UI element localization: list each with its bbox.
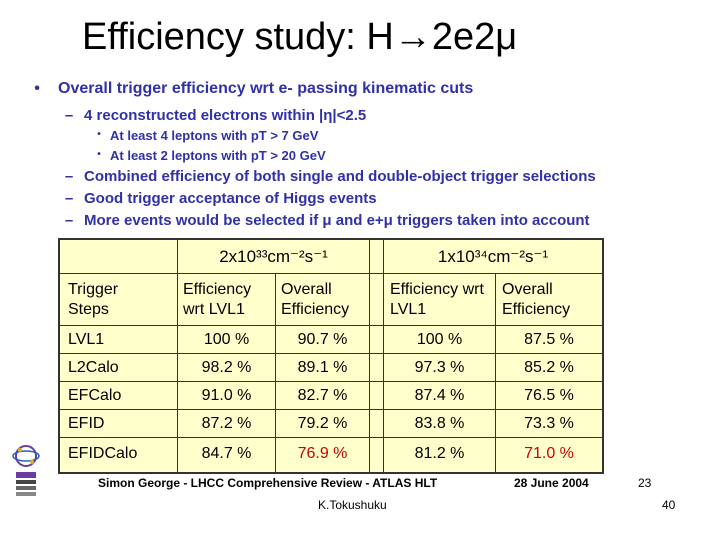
row-step: LVL1 (60, 326, 178, 354)
page-number: 40 (662, 498, 676, 512)
row-value: 82.7 % (276, 382, 370, 410)
bullet-item: • Overall trigger efficiency wrt e- pass… (34, 80, 474, 98)
row-step: EFID (60, 410, 178, 438)
row-value: 90.7 % (276, 326, 370, 354)
bullet-text: At least 2 leptons with pT > 20 GeV (110, 148, 326, 163)
table-spacer (370, 382, 384, 410)
footer-inner-page: 23 (638, 476, 652, 490)
experiment-logo (10, 440, 42, 500)
col-header-eff-lvl1: Efficiency wrt LVL1 (178, 274, 276, 326)
row-value: 79.2 % (276, 410, 370, 438)
row-value-highlight: 76.9 % (276, 438, 370, 472)
row-value: 81.2 % (384, 438, 496, 472)
bullet-text: 4 reconstructed electrons within |η|<2.5 (84, 107, 367, 124)
table-spacer (370, 326, 384, 354)
bullet-item: • At least 2 leptons with pT > 20 GeV (97, 148, 326, 163)
bullet-item: – More events would be selected if μ and… (65, 212, 590, 229)
lumi-low-header: 2x10³³cm⁻²s⁻¹ (178, 240, 370, 274)
row-value: 76.5 % (496, 382, 602, 410)
table-spacer (370, 410, 384, 438)
row-value: 100 % (384, 326, 496, 354)
row-value: 83.8 % (384, 410, 496, 438)
row-value-highlight: 71.0 % (524, 445, 574, 462)
row-value: 91.0 % (178, 382, 276, 410)
bullet-marker: – (64, 190, 74, 207)
bullet-item: – Good trigger acceptance of Higgs event… (65, 190, 377, 207)
bullet-marker: • (97, 149, 101, 160)
row-value: 89.1 % (276, 354, 370, 382)
row-value: 100 % (178, 326, 276, 354)
table-spacer (370, 354, 384, 382)
footer-author: K.Tokushuku (318, 498, 387, 512)
bullet-marker: • (34, 80, 40, 97)
bullet-text: At least 4 leptons with pT > 7 GeV (110, 128, 319, 143)
bullet-marker: – (64, 168, 74, 185)
lumi-high-header: 1x10³⁴cm⁻²s⁻¹ (384, 240, 602, 274)
bullet-text: Combined efficiency of both single and d… (84, 168, 596, 185)
bullet-marker: – (64, 212, 74, 229)
row-value: 98.2 % (178, 354, 276, 382)
slide-title: Efficiency study: H→2e2μ (82, 16, 518, 58)
footer-date: 28 June 2004 (514, 476, 589, 490)
table-spacer (370, 438, 384, 472)
table-corner-cell (60, 240, 178, 274)
row-value: 87.2 % (178, 410, 276, 438)
row-value: 84.7 % (178, 438, 276, 472)
col-header-steps: Trigger Steps (60, 274, 178, 326)
col-header-overall: Overall Efficiency (276, 274, 370, 326)
footer-reference: Simon George - LHCC Comprehensive Review… (98, 476, 438, 490)
bullet-item: • At least 4 leptons with pT > 7 GeV (97, 128, 319, 143)
bullet-item: – 4 reconstructed electrons within |η|<2… (65, 107, 367, 124)
row-step: L2Calo (60, 354, 178, 382)
row-value: 85.2 % (496, 354, 602, 382)
table-spacer (370, 274, 384, 326)
col-header-overall: Overall Efficiency (496, 274, 602, 326)
bullet-marker: – (64, 107, 74, 124)
row-value: 73.3 % (496, 410, 602, 438)
bullet-text: Overall trigger efficiency wrt e- passin… (58, 80, 474, 97)
col-header-eff-lvl1: Efficiency wrt LVL1 (384, 274, 496, 326)
row-value: 97.3 % (384, 354, 496, 382)
bullet-text: Good trigger acceptance of Higgs events (84, 190, 377, 207)
bullet-text: More events would be selected if μ and e… (84, 212, 590, 229)
table-spacer (370, 240, 384, 274)
efficiency-table: 2x10³³cm⁻²s⁻¹ 1x10³⁴cm⁻²s⁻¹ Trigger Step… (58, 238, 604, 474)
bullet-item: – Combined efficiency of both single and… (65, 168, 596, 185)
row-value: 87.5 % (496, 326, 602, 354)
row-step: EFIDCalo (60, 438, 178, 472)
bullet-marker: • (97, 129, 101, 140)
row-value: 87.4 % (384, 382, 496, 410)
row-step: EFCalo (60, 382, 178, 410)
